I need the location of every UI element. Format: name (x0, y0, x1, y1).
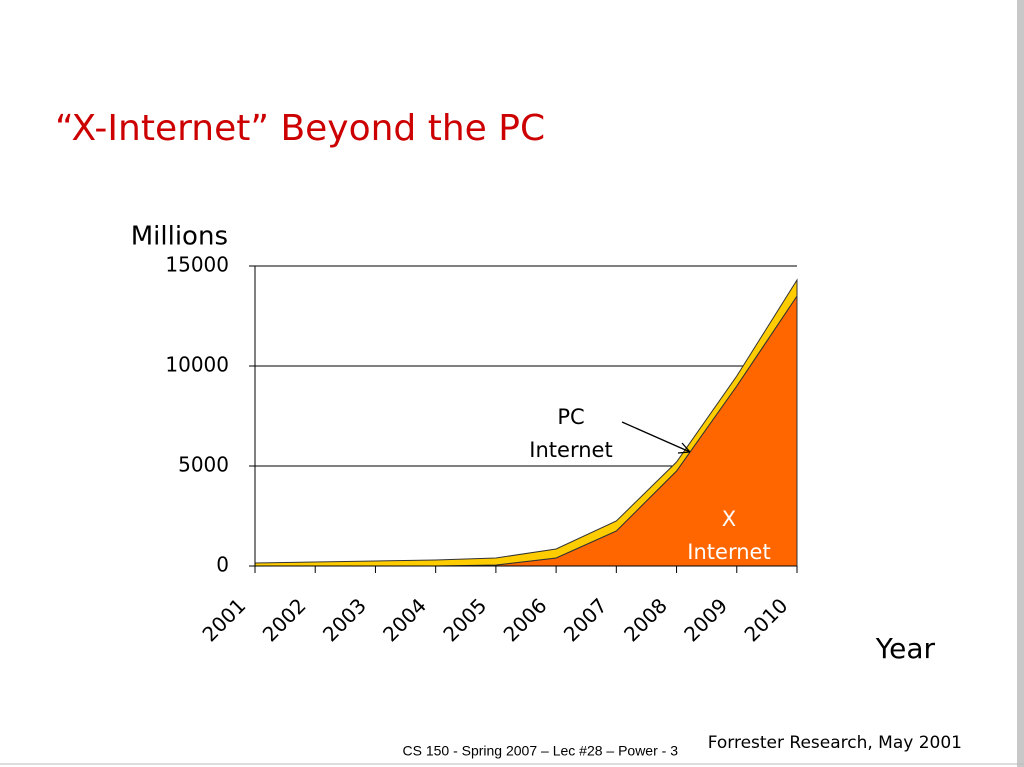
annotation: X (722, 507, 736, 531)
annotation: Internet (687, 540, 770, 564)
y-tick-label: 15000 (165, 253, 229, 277)
x-tick-label: 2007 (559, 593, 612, 646)
y-tick-label: 5000 (178, 453, 229, 477)
annotation: PC (557, 405, 584, 429)
arrow-head (677, 442, 691, 454)
edge-bar (1017, 0, 1024, 767)
x-tick-label: 2009 (679, 593, 732, 646)
x-tick-label: 2002 (258, 593, 311, 646)
x-tick-label: 2004 (378, 593, 431, 646)
x-axis-label: Year (875, 632, 936, 665)
x-tick-label: 2001 (197, 593, 250, 646)
x-tick-label: 2006 (499, 593, 552, 646)
y-axis-label: Millions (131, 222, 228, 252)
annotation-arrow (621, 421, 691, 453)
x-tick-label: 2003 (318, 593, 371, 646)
footer: CS 150 - Spring 2007 – Lec #28 – Power -… (402, 743, 678, 759)
y-tick-label: 10000 (165, 353, 229, 377)
area-layer (255, 294, 798, 567)
source: Forrester Research, May 2001 (708, 733, 962, 753)
x-tick-label: 2010 (739, 593, 792, 646)
annotation: Internet (529, 438, 612, 462)
x-tick-label: 2008 (619, 593, 672, 646)
x-tick-label: 2005 (438, 593, 491, 646)
slide-title: “X-Internet” Beyond the PC (55, 108, 545, 149)
y-tick-label: 0 (216, 553, 229, 577)
